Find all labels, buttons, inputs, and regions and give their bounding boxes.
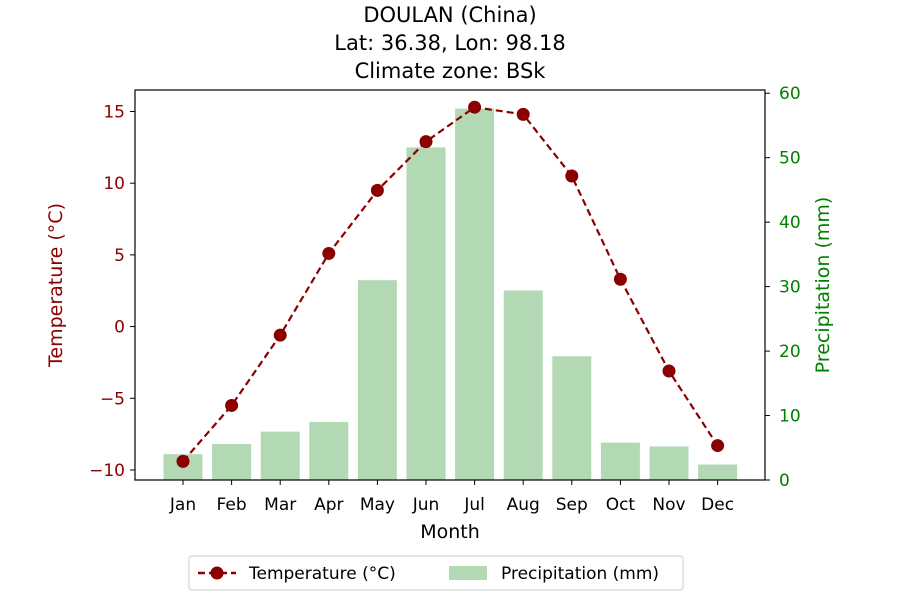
- temperature-point-jan: [176, 454, 190, 468]
- precipitation-bars: [163, 108, 738, 481]
- left-tick-label: −10: [89, 461, 125, 481]
- left-axis-ticks: −10 −5 0 5 10 15: [89, 103, 135, 481]
- x-tick-label-jul: Jul: [463, 495, 485, 515]
- x-tick-label-aug: Aug: [507, 495, 540, 515]
- right-tick-label: 30: [779, 278, 801, 298]
- temperature-point-apr: [322, 246, 336, 260]
- temperature-point-nov: [662, 364, 676, 378]
- x-tick-label-apr: Apr: [314, 495, 343, 515]
- left-tick-label: 0: [114, 318, 125, 338]
- temperature-point-jul: [468, 100, 482, 114]
- right-tick-label: 60: [779, 84, 801, 104]
- temperature-point-sep: [565, 169, 579, 183]
- x-tick-label-jun: Jun: [412, 495, 440, 515]
- x-tick-label-jan: Jan: [169, 495, 196, 515]
- left-tick-label: −5: [100, 389, 125, 409]
- x-tick-label-oct: Oct: [606, 495, 636, 515]
- temperature-point-aug: [516, 107, 530, 121]
- precipitation-bar-jun: [406, 147, 446, 481]
- left-tick-label: 10: [103, 174, 125, 194]
- precipitation-bar-apr: [309, 421, 349, 480]
- temperature-line: [176, 100, 725, 468]
- temperature-point-feb: [225, 398, 239, 412]
- right-axis-ticks: 0 10 20 30 40 50 60: [765, 84, 801, 491]
- temperature-point-dec: [711, 439, 725, 453]
- precipitation-bar-dec: [698, 464, 738, 480]
- legend-temperature-label: Temperature (°C): [248, 564, 396, 584]
- right-tick-label: 0: [779, 471, 790, 491]
- legend-precipitation-swatch-icon: [449, 566, 487, 580]
- temperature-point-mar: [273, 328, 287, 342]
- right-axis-label: Precipitation (mm): [812, 197, 834, 374]
- left-tick-label: 5: [114, 246, 125, 266]
- precipitation-bar-sep: [552, 356, 592, 480]
- title-line-1: DOULAN (China): [363, 3, 536, 27]
- temperature-point-jun: [419, 135, 433, 149]
- precipitation-bar-oct: [600, 442, 640, 480]
- left-tick-label: 15: [103, 103, 125, 123]
- legend-temperature-marker-icon: [210, 566, 224, 580]
- x-tick-label-nov: Nov: [652, 495, 685, 515]
- plot-frame: [134, 89, 766, 481]
- legend-box: [188, 555, 684, 591]
- x-tick-label-may: May: [360, 495, 395, 515]
- temperature-series-line: [182, 106, 719, 463]
- right-tick-label: 40: [779, 213, 801, 233]
- x-tick-label-dec: Dec: [701, 495, 734, 515]
- x-tick-label-sep: Sep: [556, 495, 588, 515]
- temperature-point-may: [370, 183, 384, 197]
- x-tick-label-feb: Feb: [217, 495, 247, 515]
- precipitation-bar-nov: [649, 446, 689, 480]
- precipitation-bar-jul: [455, 108, 495, 480]
- precipitation-bar-may: [357, 280, 397, 480]
- precipitation-bar-feb: [212, 443, 252, 480]
- x-tick-label-mar: Mar: [264, 495, 296, 515]
- legend: Temperature (°C) Precipitation (mm): [188, 555, 684, 591]
- right-tick-label: 50: [779, 149, 801, 169]
- title-line-3: Climate zone: BSk: [355, 59, 547, 83]
- x-axis-label: Month: [420, 521, 480, 543]
- title-line-2: Lat: 36.38, Lon: 98.18: [334, 31, 565, 55]
- right-tick-label: 20: [779, 342, 801, 362]
- chart-title: DOULAN (China) Lat: 36.38, Lon: 98.18 Cl…: [334, 3, 565, 83]
- temperature-point-oct: [613, 272, 627, 286]
- legend-precipitation-label: Precipitation (mm): [501, 564, 659, 584]
- precipitation-bar-aug: [503, 290, 543, 480]
- left-axis-label: Temperature (°C): [45, 203, 67, 368]
- x-axis-ticks: Jan Feb Mar Apr May Jun Jul Aug Sep Oct Nov Dec: [169, 480, 734, 515]
- precipitation-bar-mar: [260, 431, 300, 480]
- right-tick-label: 10: [779, 407, 801, 427]
